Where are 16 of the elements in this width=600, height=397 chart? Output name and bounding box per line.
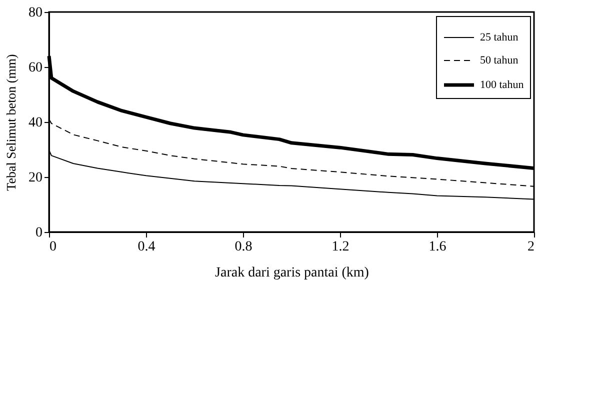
y-tick-label: 40 — [28, 116, 42, 130]
legend-label: 50 tahun — [480, 54, 519, 66]
y-axis-title: Tebal Selimut beton (mm) — [4, 54, 18, 191]
x-tick-label: 0 — [50, 240, 56, 254]
x-tick-label: 2 — [528, 240, 534, 254]
y-tick-label: 60 — [28, 60, 42, 76]
x-tick-label: 0.4 — [138, 240, 156, 254]
y-tick-label: 20 — [28, 170, 42, 186]
x-axis-title: Jarak dari garis pantai (km) — [215, 266, 370, 280]
x-tick-label: 0.8 — [234, 240, 252, 254]
legend-label: 100 tahun — [480, 79, 524, 91]
y-tick-label: 80 — [28, 6, 42, 20]
legend-label: 25 tahun — [480, 32, 519, 44]
x-tick-label: 1.6 — [428, 240, 446, 254]
y-tick-label: 0 — [36, 226, 42, 240]
x-tick-label: 1.2 — [332, 240, 350, 254]
